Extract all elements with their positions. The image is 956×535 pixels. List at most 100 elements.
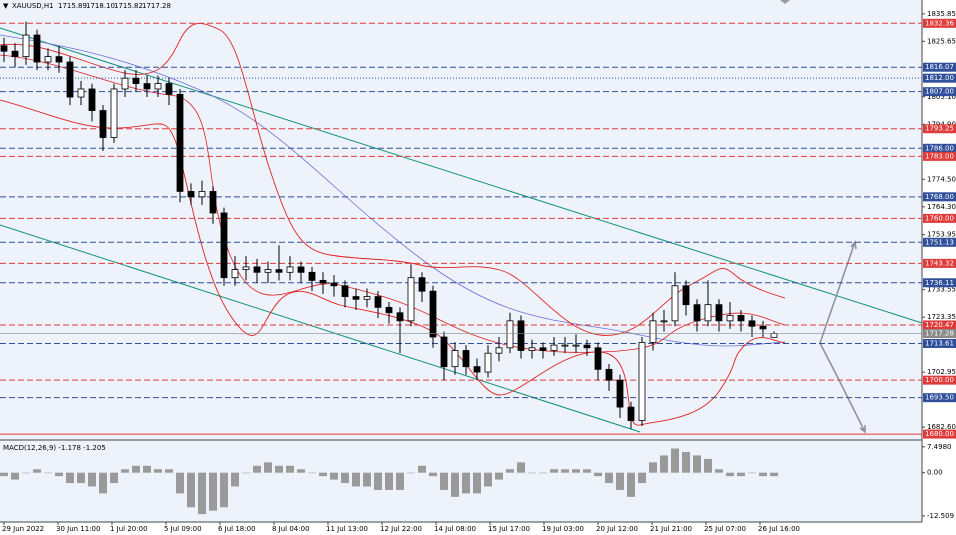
macd-bar <box>374 472 382 490</box>
x-tick-label: 5 Jul 09:00 <box>164 525 202 533</box>
y-tick-label: 1723.35 <box>927 313 956 321</box>
x-tick-label: 19 Jul 03:00 <box>542 525 584 533</box>
level-label-box <box>923 151 956 161</box>
x-tick-label: 12 Jul 22:00 <box>380 525 422 533</box>
macd-bar <box>88 472 96 487</box>
bollinger-lower <box>0 99 786 426</box>
macd-bar <box>22 472 30 474</box>
macd-bar <box>550 469 558 473</box>
candle-body <box>660 320 668 323</box>
macd-bar <box>319 472 327 477</box>
level-label-box <box>923 375 956 385</box>
level-label-text: 1786.00 <box>925 144 954 152</box>
candle-body <box>242 266 250 271</box>
candle-body <box>220 212 228 279</box>
level-label-text: 1736.11 <box>925 279 954 287</box>
candle-body <box>0 45 8 52</box>
candle-body <box>352 296 360 300</box>
candle-body <box>627 406 635 421</box>
macd-bar <box>99 472 107 494</box>
candle-body <box>11 50 19 58</box>
candle-body <box>704 304 712 322</box>
macd-bar <box>682 451 690 473</box>
candle-body <box>143 83 151 90</box>
macd-bar <box>209 472 217 511</box>
candle-body <box>88 88 96 111</box>
candle-body <box>121 77 129 90</box>
macd-bar <box>187 472 195 508</box>
y-tick-label: 1764.30 <box>927 203 956 211</box>
candle-body <box>154 83 162 90</box>
macd-bar <box>330 472 338 480</box>
candle-body <box>66 61 74 98</box>
macd-tick-label: 0.00 <box>927 469 943 477</box>
candle-body <box>451 350 459 368</box>
level-label: 1768.00 <box>923 192 956 202</box>
macd-bar <box>55 472 63 477</box>
macd-bar <box>66 472 74 484</box>
level-label: 1700.00 <box>923 375 956 385</box>
candle-body <box>572 344 580 347</box>
candle-body <box>264 269 272 273</box>
level-label-text: 1812.00 <box>925 74 954 82</box>
macd-bar <box>440 472 448 490</box>
level-label-box <box>923 192 956 202</box>
candle-body <box>44 56 52 63</box>
level-label-text: 1680.00 <box>925 430 954 438</box>
candle-body <box>539 347 547 351</box>
level-label-box <box>923 393 956 403</box>
x-tick-label: 21 Jul 21:00 <box>650 525 692 533</box>
macd-bar <box>198 472 206 515</box>
candle-body <box>22 34 30 58</box>
macd-bar <box>506 469 514 473</box>
macd-bar <box>363 472 371 487</box>
level-label: 1693.50 <box>923 393 956 403</box>
candle-body <box>506 320 514 349</box>
channel-upper <box>0 27 923 324</box>
candle-body <box>583 344 591 349</box>
level-label: 1812.00 <box>923 73 956 83</box>
level-label-text: 1832.36 <box>925 19 954 27</box>
level-label-text: 1807.00 <box>925 88 954 96</box>
candle-body <box>330 282 338 287</box>
last-price-text: 1717.28 <box>925 330 954 338</box>
macd-bar <box>770 472 778 477</box>
candle-body <box>550 344 558 351</box>
x-tick-label: 6 Jul 18:00 <box>218 525 256 533</box>
macd-bar <box>473 472 481 494</box>
level-label-box <box>923 73 956 83</box>
symbol: XAUUSD,H1 <box>12 2 54 10</box>
macd-bar <box>715 469 723 473</box>
macd-bar <box>11 472 19 480</box>
level-label-text: 1713.61 <box>925 339 954 347</box>
macd-bar <box>594 472 602 477</box>
shift-marker <box>780 0 790 4</box>
candle-body <box>649 320 657 343</box>
candle-body <box>253 266 261 273</box>
macd-bar <box>165 469 173 473</box>
level-label: 1807.00 <box>923 87 956 97</box>
macd-bar <box>737 472 745 477</box>
candle-body <box>308 271 316 281</box>
candle-body <box>693 304 701 322</box>
candle-body <box>396 312 404 322</box>
macd-tick-label: 7.4980 <box>927 443 952 451</box>
level-label: 1680.00 <box>923 429 956 439</box>
x-tick-label: 26 Jul 16:00 <box>758 525 800 533</box>
macd-bar <box>528 472 536 474</box>
level-label: 1713.61 <box>923 338 956 348</box>
candle-body <box>671 285 679 322</box>
candle-body <box>462 350 470 368</box>
macd-bar <box>660 455 668 473</box>
level-label-box <box>923 278 956 288</box>
macd-bar <box>616 472 624 490</box>
x-tick-label: 8 Jul 04:00 <box>272 525 310 533</box>
macd-bar <box>561 469 569 473</box>
macd-bar <box>44 472 52 474</box>
macd-bar <box>275 465 283 473</box>
level-label: 1816.07 <box>923 62 956 72</box>
candle-body <box>286 266 294 273</box>
macd-label: MACD(12,26,9) -1.178 -1.205 <box>3 444 106 452</box>
macd-bar <box>627 472 635 497</box>
macd-bar <box>572 469 580 473</box>
